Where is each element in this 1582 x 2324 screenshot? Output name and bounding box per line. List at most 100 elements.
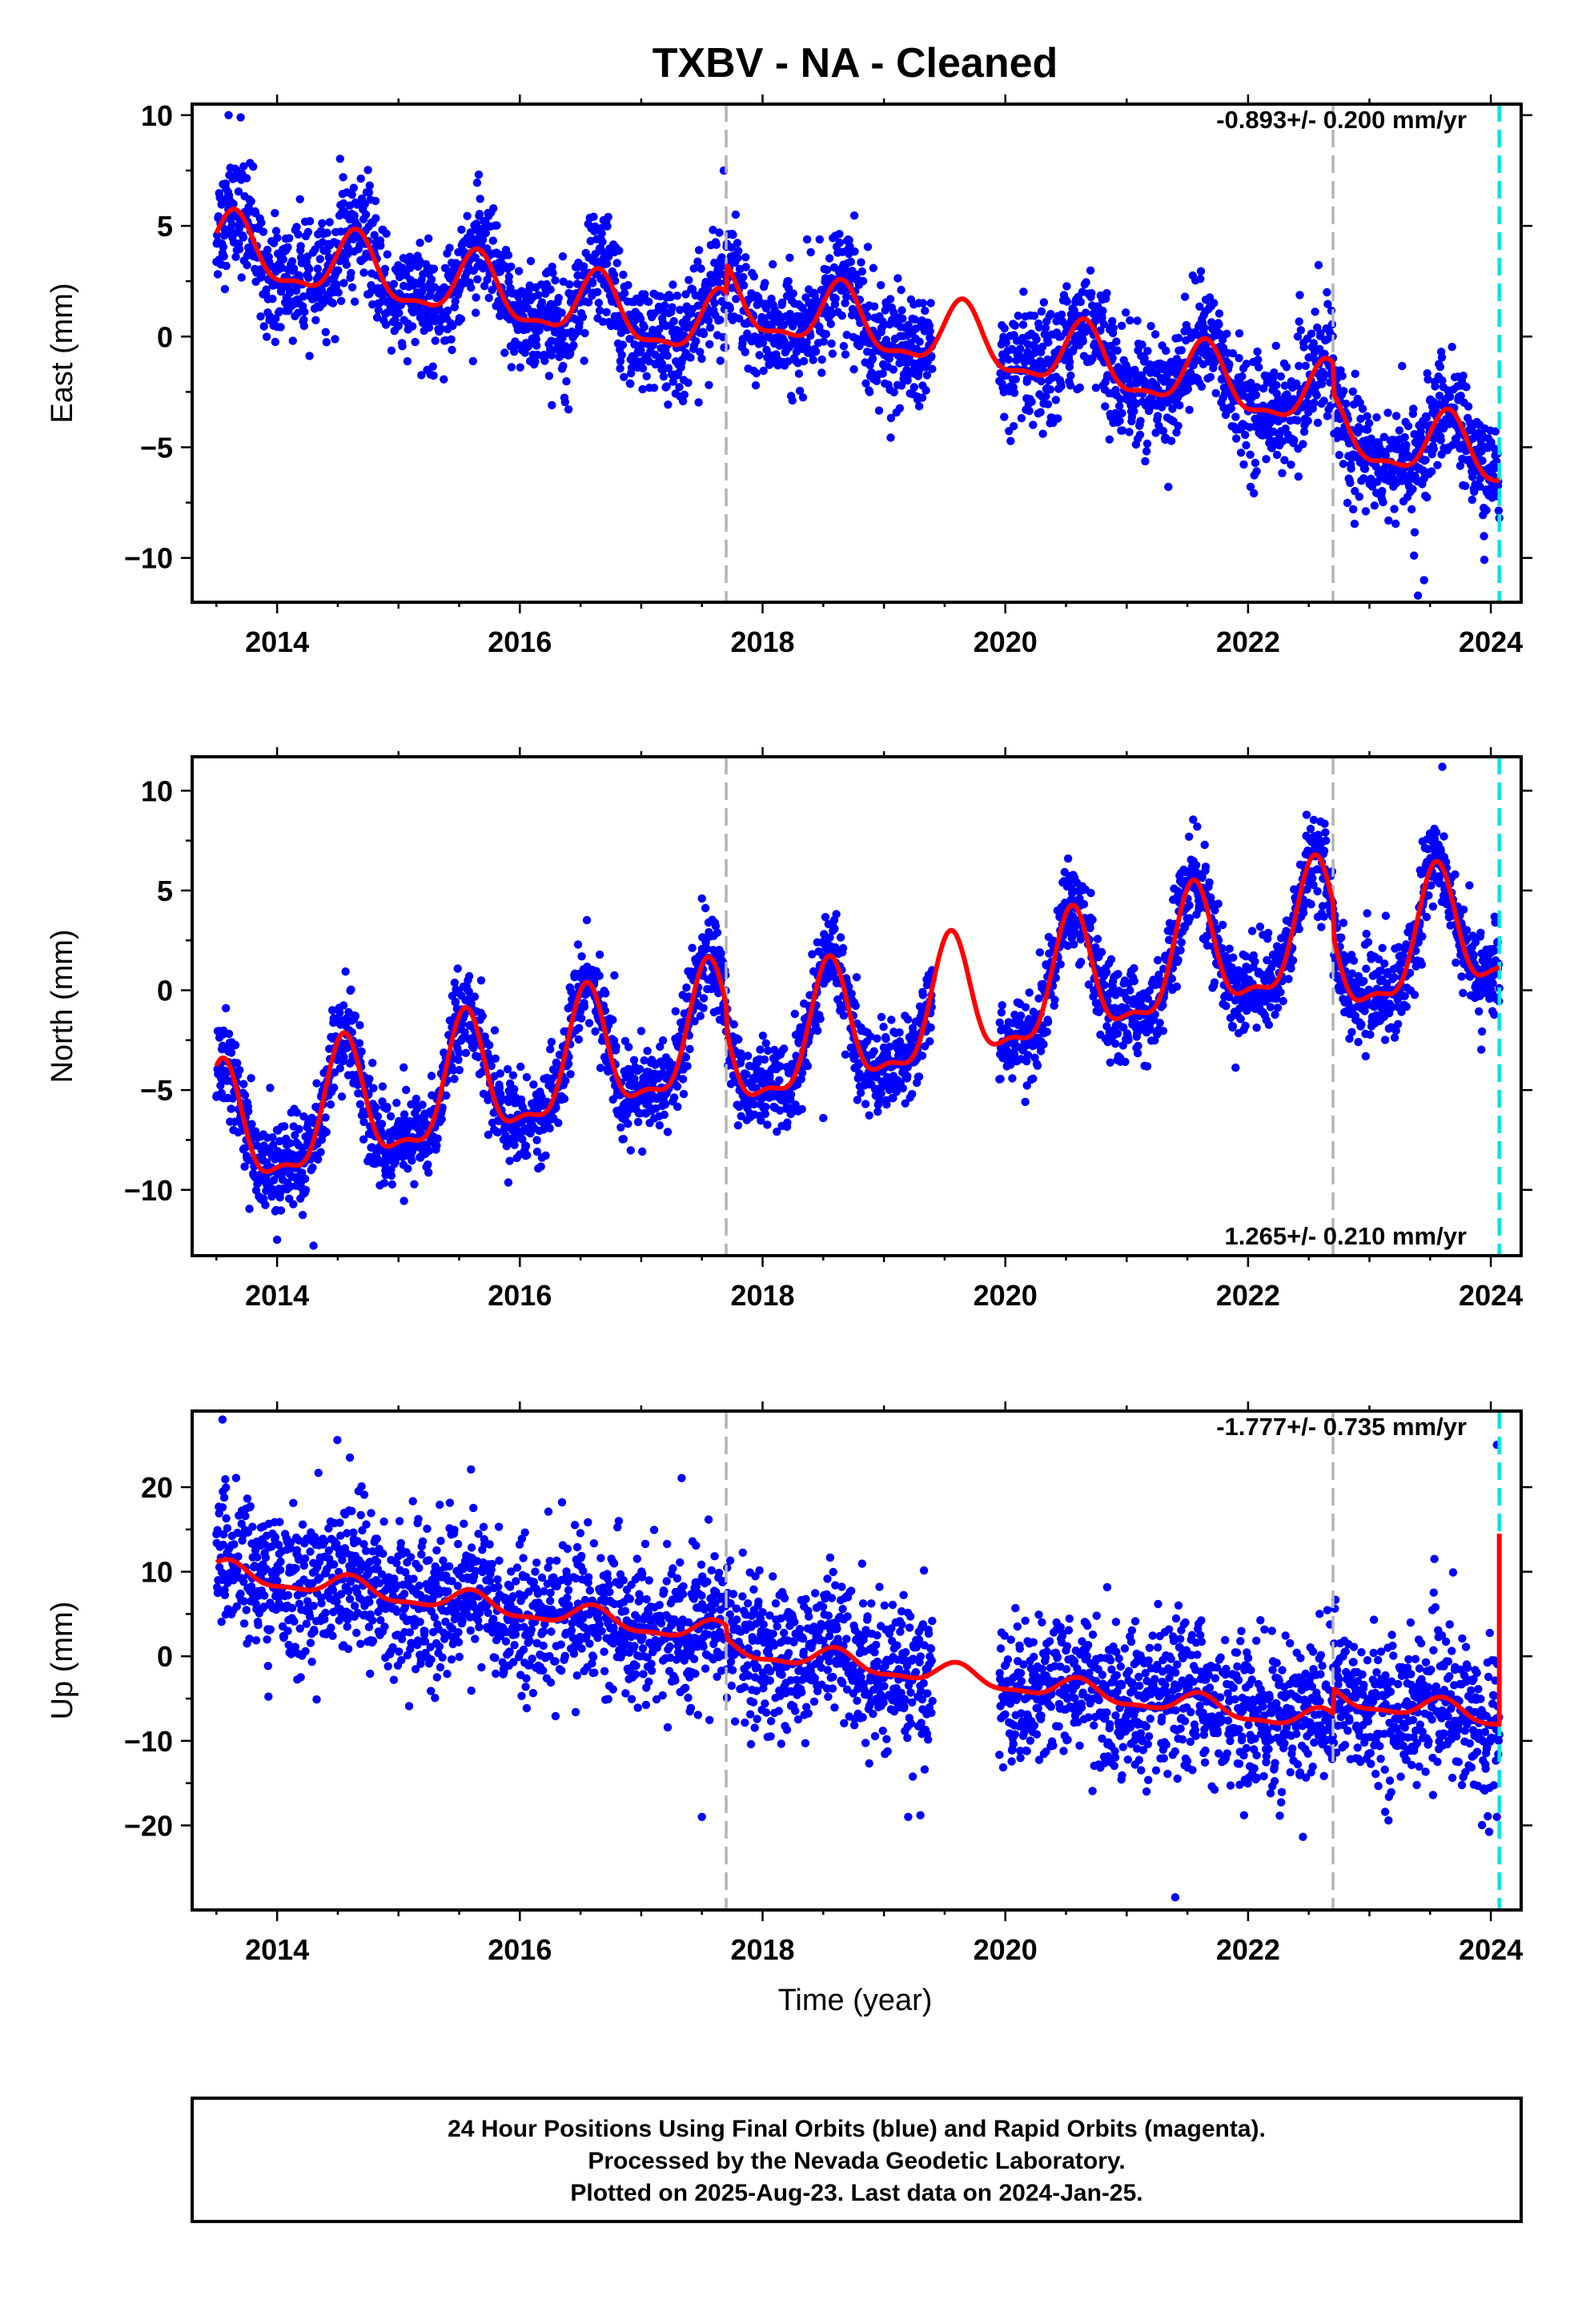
- east-data-point: [1032, 335, 1041, 344]
- east-data-point: [1431, 382, 1439, 391]
- east-data-point: [1272, 380, 1281, 390]
- east-data-point: [318, 219, 327, 227]
- east-data-point: [1215, 320, 1223, 329]
- east-data-point: [551, 275, 560, 285]
- east-data-point: [759, 366, 768, 376]
- east-data-point: [257, 218, 266, 227]
- east-data-point: [1017, 414, 1026, 423]
- north-data-point: [355, 1039, 364, 1047]
- east-data-point: [1271, 341, 1281, 350]
- east-data-point: [849, 211, 859, 220]
- east-data-point: [247, 197, 255, 206]
- north-data-point: [327, 1006, 337, 1015]
- east-data-point: [1295, 361, 1303, 371]
- east-data-point: [784, 357, 793, 366]
- north-data-point: [521, 1141, 531, 1151]
- east-x-tick-label: 2016: [488, 625, 552, 658]
- east-data-point: [886, 433, 895, 442]
- north-data-point: [813, 1026, 822, 1035]
- north-data-point: [560, 1094, 569, 1104]
- north-data-point: [351, 1011, 360, 1020]
- north-data-point: [322, 1128, 331, 1136]
- east-data-point: [1038, 429, 1047, 438]
- north-data-point: [861, 1100, 870, 1108]
- north-data-point: [532, 1148, 542, 1156]
- east-data-point: [540, 352, 549, 360]
- east-data-point: [1206, 372, 1215, 381]
- north-data-point: [601, 989, 610, 998]
- east-data-point: [554, 293, 563, 303]
- east-data-point: [343, 243, 352, 252]
- east-data-point: [1317, 380, 1327, 388]
- east-data-point: [417, 371, 426, 380]
- north-data-point: [638, 1147, 647, 1156]
- north-data-point: [505, 1156, 514, 1165]
- east-data-point: [897, 381, 906, 390]
- east-data-point: [598, 237, 607, 247]
- east-x-tick-label: 2014: [245, 625, 309, 658]
- east-data-point: [655, 324, 664, 334]
- east-data-point: [789, 289, 797, 298]
- east-data-point: [1112, 337, 1121, 346]
- east-data-point: [638, 384, 647, 394]
- east-data-point: [636, 314, 645, 324]
- north-data-point: [552, 1104, 560, 1112]
- north-data-point: [658, 1036, 668, 1045]
- north-data-point: [216, 1081, 225, 1090]
- east-data-point: [1399, 469, 1407, 478]
- east-data-point: [1054, 414, 1062, 423]
- east-data-point: [1410, 528, 1419, 537]
- east-data-point: [686, 353, 695, 362]
- east-data-point: [1310, 398, 1319, 408]
- east-data-point: [1363, 425, 1372, 434]
- east-data-point: [626, 380, 635, 388]
- east-data-point: [305, 217, 315, 226]
- east-data-point: [1146, 322, 1155, 331]
- east-data-point: [335, 155, 344, 163]
- east-data-point: [1385, 444, 1394, 453]
- east-data-point: [1039, 298, 1049, 307]
- east-data-point: [488, 236, 497, 245]
- east-data-point: [398, 342, 407, 351]
- north-data-point: [383, 1103, 391, 1112]
- east-data-point: [849, 365, 858, 374]
- east-data-point: [716, 316, 725, 324]
- east-data-point: [741, 263, 750, 271]
- north-data-point: [326, 1100, 335, 1109]
- north-data-point: [756, 1045, 765, 1054]
- east-data-point: [1351, 369, 1359, 378]
- east-data-point: [673, 292, 682, 300]
- east-data-point: [869, 263, 878, 272]
- east-data-point: [842, 331, 851, 340]
- north-data-point: [786, 1090, 796, 1099]
- east-data-point: [1086, 266, 1095, 275]
- east-data-point: [921, 386, 930, 395]
- east-data-point: [325, 218, 334, 227]
- east-data-point: [558, 334, 567, 343]
- east-data-point: [364, 187, 374, 197]
- north-data-point: [866, 1032, 875, 1041]
- east-data-point: [300, 308, 309, 316]
- east-data-point: [676, 305, 685, 315]
- east-data-point: [239, 162, 248, 171]
- north-data-point: [400, 1110, 409, 1119]
- east-data-point: [544, 372, 554, 380]
- north-data-point: [803, 1061, 813, 1071]
- east-data-point: [1051, 396, 1061, 404]
- north-data-point: [673, 1082, 682, 1092]
- north-data-point: [354, 1089, 363, 1098]
- east-data-point: [616, 364, 624, 373]
- east-data-point: [236, 113, 245, 122]
- east-data-point: [689, 264, 698, 273]
- east-data-point: [1246, 450, 1255, 459]
- north-data-point: [847, 989, 856, 999]
- east-data-point: [664, 400, 673, 409]
- east-event-lines: [725, 104, 1501, 602]
- north-data-point: [476, 976, 486, 985]
- east-data-point: [678, 396, 688, 406]
- north-data-point: [493, 1128, 502, 1137]
- east-data-point: [424, 323, 434, 332]
- north-data-point: [832, 910, 841, 919]
- east-data-point: [1447, 343, 1456, 352]
